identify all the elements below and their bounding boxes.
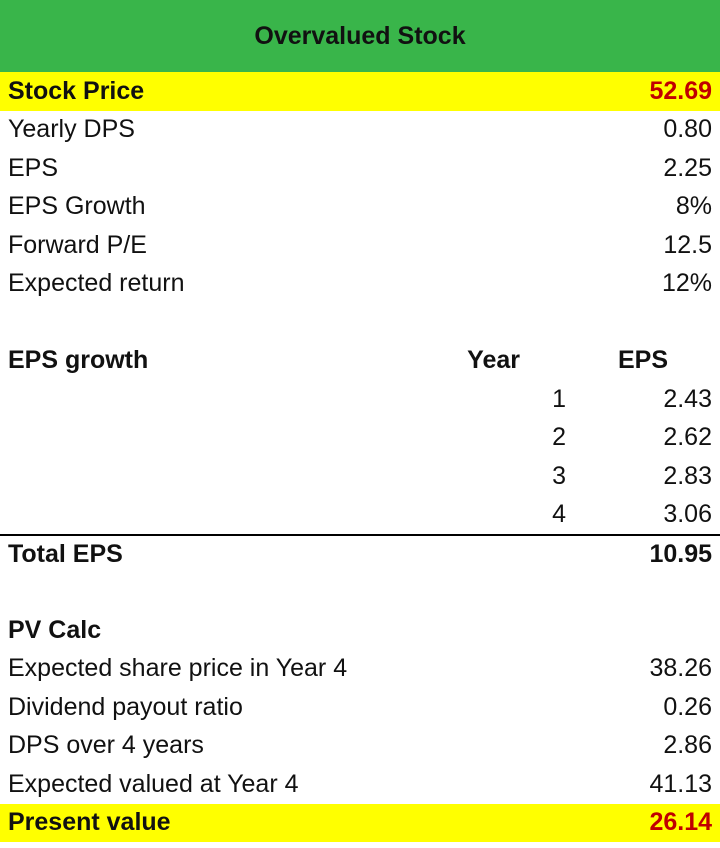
sheet-title: Overvalued Stock [0, 0, 720, 72]
pv-calc-row: Dividend payout ratio 0.26 [0, 688, 720, 727]
pv-calc-item-value: 0.26 [663, 692, 712, 721]
eps-growth-label: EPS growth [8, 346, 149, 375]
eps-growth-row: 4 3.06 [0, 496, 720, 535]
year-cell: 3 [552, 461, 566, 490]
input-row-yearly-dps: Yearly DPS 0.80 [0, 111, 720, 150]
pv-calc-header-row: PV Calc [0, 611, 720, 650]
total-eps-value: 10.95 [649, 539, 712, 568]
pv-calc-label: PV Calc [8, 615, 102, 644]
input-value: 0.80 [663, 115, 712, 144]
pv-calc-item-label: Expected share price in Year 4 [8, 654, 348, 683]
input-value: 12.5 [663, 230, 712, 259]
year-cell: 4 [552, 500, 566, 529]
input-label: Forward P/E [8, 230, 147, 259]
input-label: Yearly DPS [8, 115, 135, 144]
input-label: EPS Growth [8, 192, 146, 221]
eps-cell: 2.43 [663, 384, 712, 413]
input-row-eps: EPS 2.25 [0, 149, 720, 188]
eps-column-header: EPS [617, 346, 668, 375]
total-eps-label: Total EPS [8, 539, 123, 568]
eps-growth-row: 3 2.83 [0, 457, 720, 496]
year-cell: 2 [552, 423, 566, 452]
input-row-forward-pe: Forward P/E 12.5 [0, 226, 720, 265]
pv-calc-item-label: DPS over 4 years [8, 731, 204, 760]
input-value: 12% [661, 269, 712, 298]
pv-calc-item-value: 41.13 [649, 769, 712, 798]
pv-calc-row: Expected valued at Year 4 41.13 [0, 765, 720, 804]
stock-price-label: Stock Price [8, 76, 145, 105]
eps-cell: 2.83 [663, 461, 712, 490]
eps-growth-row: 2 2.62 [0, 419, 720, 458]
year-cell: 1 [552, 384, 566, 413]
present-value-label: Present value [8, 808, 171, 837]
present-value-value: 26.14 [649, 808, 712, 837]
eps-growth-header-row: EPS growth Year EPS [0, 342, 720, 381]
blank-row [0, 303, 720, 342]
eps-cell: 3.06 [663, 500, 712, 529]
present-value-row: Present value 26.14 [0, 803, 720, 842]
input-value: 2.25 [663, 153, 712, 182]
input-row-expected-return: Expected return 12% [0, 265, 720, 304]
blank-row [0, 573, 720, 612]
total-eps-row: Total EPS 10.95 [0, 534, 720, 573]
input-label: EPS [8, 153, 59, 182]
stock-price-row: Stock Price 52.69 [0, 72, 720, 111]
pv-calc-item-label: Expected valued at Year 4 [8, 769, 299, 798]
input-row-eps-growth: EPS Growth 8% [0, 188, 720, 227]
eps-cell: 2.62 [663, 423, 712, 452]
input-value: 8% [675, 192, 712, 221]
pv-calc-row: Expected share price in Year 4 38.26 [0, 650, 720, 689]
pv-calc-item-value: 38.26 [649, 654, 712, 683]
year-column-header: Year [467, 346, 520, 375]
stock-price-value: 52.69 [649, 76, 712, 105]
eps-growth-row: 1 2.43 [0, 380, 720, 419]
input-label: Expected return [8, 269, 185, 298]
pv-calc-item-label: Dividend payout ratio [8, 692, 243, 721]
pv-calc-item-value: 2.86 [663, 731, 712, 760]
pv-calc-row: DPS over 4 years 2.86 [0, 727, 720, 766]
